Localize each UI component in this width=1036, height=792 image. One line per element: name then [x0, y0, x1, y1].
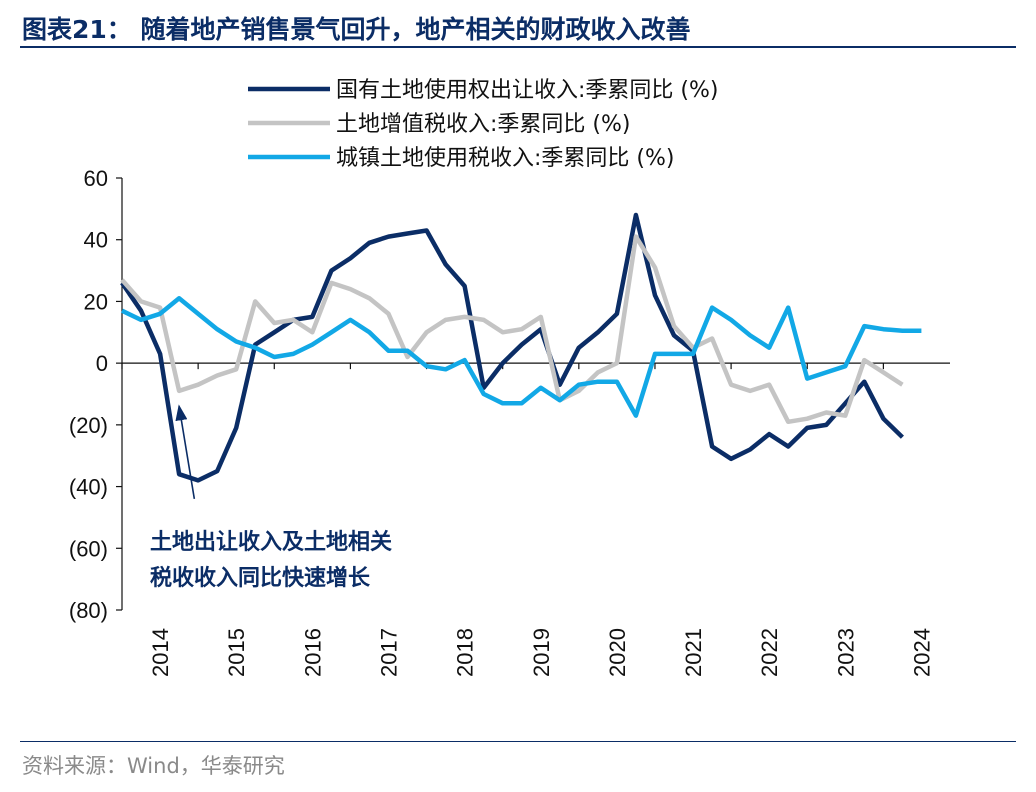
x-tick-label: 2014	[148, 628, 173, 677]
title-rule	[20, 46, 1016, 48]
annotation-text-line-2: 税收收入同比快速增长	[150, 565, 371, 591]
x-tick-label: 2023	[833, 628, 858, 677]
y-tick-label: 0	[96, 351, 108, 376]
figure-title: 图表21： 随着地产销售景气回升，地产相关的财政收入改善	[22, 15, 691, 44]
series-layer	[120, 212, 922, 483]
y-tick-label: (20)	[69, 413, 108, 438]
x-tick-label: 2018	[453, 628, 478, 677]
y-tick-label: 20	[84, 289, 108, 314]
annotation-text-line-1: 土地出让收入及土地相关	[150, 529, 392, 555]
x-tick-label: 2022	[757, 628, 782, 677]
series-line-3	[121, 296, 922, 418]
annotation-arrow	[175, 404, 196, 500]
legend-label-3: 城镇土地使用税收入:季累同比 (%)	[336, 146, 674, 171]
series-line-1	[120, 212, 904, 483]
line-chart: 60 40 20 0 (20) (40) (60) (80) 2014 2015 2016 2017 2…	[69, 78, 950, 677]
x-tick-label: 2020	[605, 628, 630, 677]
legend-label-1: 国有土地使用权出让收入:季累同比 (%)	[336, 78, 718, 103]
x-tick-label: 2019	[529, 628, 554, 677]
y-tick-label: 60	[84, 166, 108, 191]
y-tick-label: (60)	[69, 536, 108, 561]
y-tick-label: (40)	[69, 475, 108, 500]
series-line-2	[120, 234, 904, 425]
footer-rule	[20, 741, 1016, 742]
source-note: 资料来源：Wind，华泰研究	[22, 754, 285, 778]
y-tick-label: (80)	[69, 598, 108, 623]
y-tick-label: 40	[84, 228, 108, 253]
legend: 国有土地使用权出让收入:季累同比 (%) 土地增值税收入:季累同比 (%) 城镇土地…	[248, 78, 718, 171]
x-tick-label: 2015	[224, 628, 249, 677]
legend-label-2: 土地增值税收入:季累同比 (%)	[336, 112, 630, 137]
x-tick-label: 2024	[909, 628, 934, 677]
x-tick-label: 2021	[681, 628, 706, 677]
x-tick-label: 2016	[300, 628, 325, 677]
axes: 60 40 20 0 (20) (40) (60) (80) 2014 2015 2016 2017 2…	[69, 166, 950, 677]
x-tick-label: 2017	[376, 628, 401, 677]
